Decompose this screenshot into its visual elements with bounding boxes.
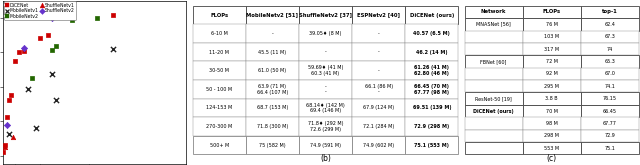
DiCENet	[6, 93, 17, 96]
ShuffleNetv2	[47, 17, 57, 19]
MobileNetv1	[108, 48, 118, 50]
MobileNetv2	[67, 18, 77, 21]
MobileNetv1	[51, 98, 61, 101]
MobileNetv1	[31, 127, 41, 129]
MobileNetv1	[22, 88, 33, 91]
Legend: DiCENet, MobileNetv1, MobileNetv2, ShuffleNetv1, ShuffleNetv2: DiCENet, MobileNetv1, MobileNetv2, Shuff…	[4, 1, 76, 20]
ShuffleNetv2	[2, 124, 12, 127]
Text: (b): (b)	[320, 154, 331, 163]
DiCENet	[19, 49, 29, 52]
DiCENet	[51, 12, 61, 15]
ShuffleNetv2	[51, 15, 61, 18]
ShuffleNetv2	[19, 47, 29, 49]
DiCENet	[108, 14, 118, 17]
MobileNetv2	[47, 49, 57, 51]
MobileNetv1	[4, 133, 15, 135]
Text: (c): (c)	[547, 154, 557, 163]
MobileNetv2	[92, 17, 102, 19]
ShuffleNetv1	[8, 135, 19, 138]
DiCENet	[35, 36, 45, 39]
DiCENet	[0, 151, 8, 153]
MobileNetv1	[47, 73, 57, 75]
DiCENet	[10, 60, 20, 62]
DiCENet	[14, 51, 24, 54]
MobileNetv2	[27, 77, 37, 80]
ShuffleNetv1	[0, 146, 10, 148]
DiCENet	[2, 115, 12, 118]
DiCENet	[4, 98, 15, 101]
DiCENet	[43, 34, 53, 36]
DiCENet	[0, 144, 10, 147]
MobileNetv2	[51, 44, 61, 47]
